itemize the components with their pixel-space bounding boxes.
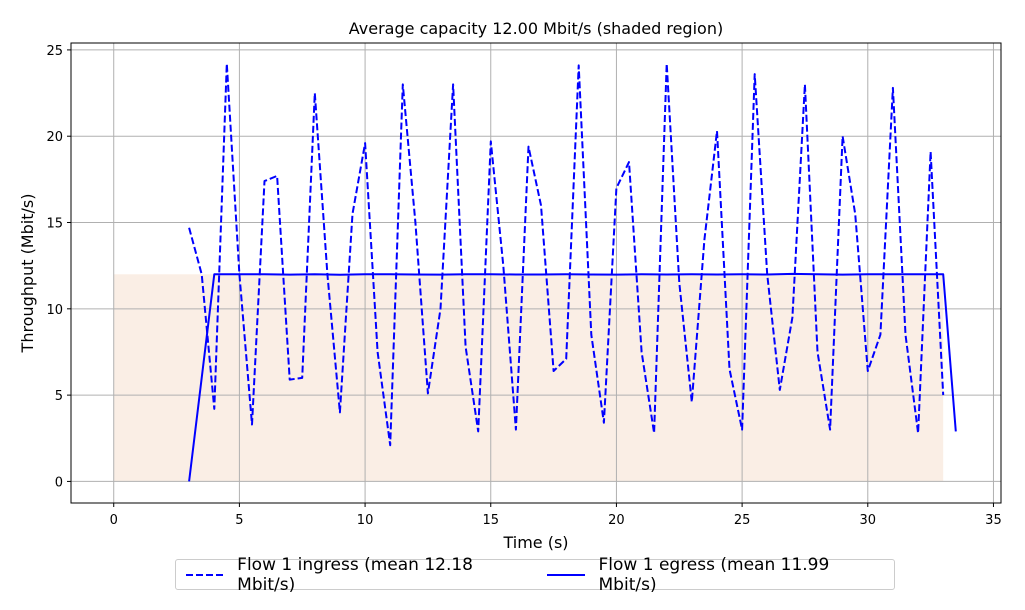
y-axis-label: Throughput (Mbit/s) — [18, 194, 37, 354]
legend: Flow 1 ingress (mean 12.18 Mbit/s) Flow … — [175, 555, 895, 595]
chart-title: Average capacity 12.00 Mbit/s (shaded re… — [349, 19, 723, 38]
legend-label-egress: Flow 1 egress (mean 11.99 Mbit/s) — [598, 554, 830, 595]
x-tick-label: 5 — [235, 513, 243, 528]
legend-entry-ingress: Flow 1 ingress (mean 12.18 Mbit/s) — [186, 555, 515, 595]
legend-label-ingress: Flow 1 ingress (mean 12.18 Mbit/s) — [237, 554, 473, 595]
x-tick-label: 20 — [608, 513, 625, 528]
x-tick-label: 15 — [482, 513, 499, 528]
plot-frame — [70, 42, 1002, 504]
x-tick-label: 35 — [985, 513, 1002, 528]
egress-series-line — [188, 272, 957, 482]
y-tick-label: 0 — [55, 475, 63, 490]
x-tick-label: 10 — [357, 513, 374, 528]
ingress-series-line — [188, 62, 945, 447]
x-tick-label: 25 — [734, 513, 751, 528]
y-tick-label: 15 — [46, 217, 63, 232]
series-layer — [188, 62, 957, 482]
y-tick-label: 20 — [46, 130, 63, 145]
solid-line-swatch-icon — [547, 573, 585, 576]
y-tick-label: 10 — [46, 303, 63, 318]
dashed-line-swatch-icon — [186, 573, 224, 576]
x-axis-label: Time (s) — [502, 533, 568, 552]
y-tick-label: 25 — [46, 44, 63, 59]
x-tick-label: 30 — [860, 513, 877, 528]
capacity-shaded-region — [113, 274, 944, 482]
y-tick-label: 5 — [55, 389, 63, 404]
x-tick-label: 0 — [110, 513, 118, 528]
axis-ticks: 0 5 10 15 20 25 30 35 0 5 10 15 20 25 — [46, 44, 1001, 528]
grid-lines — [71, 43, 1001, 503]
legend-entry-egress: Flow 1 egress (mean 11.99 Mbit/s) — [547, 555, 872, 595]
